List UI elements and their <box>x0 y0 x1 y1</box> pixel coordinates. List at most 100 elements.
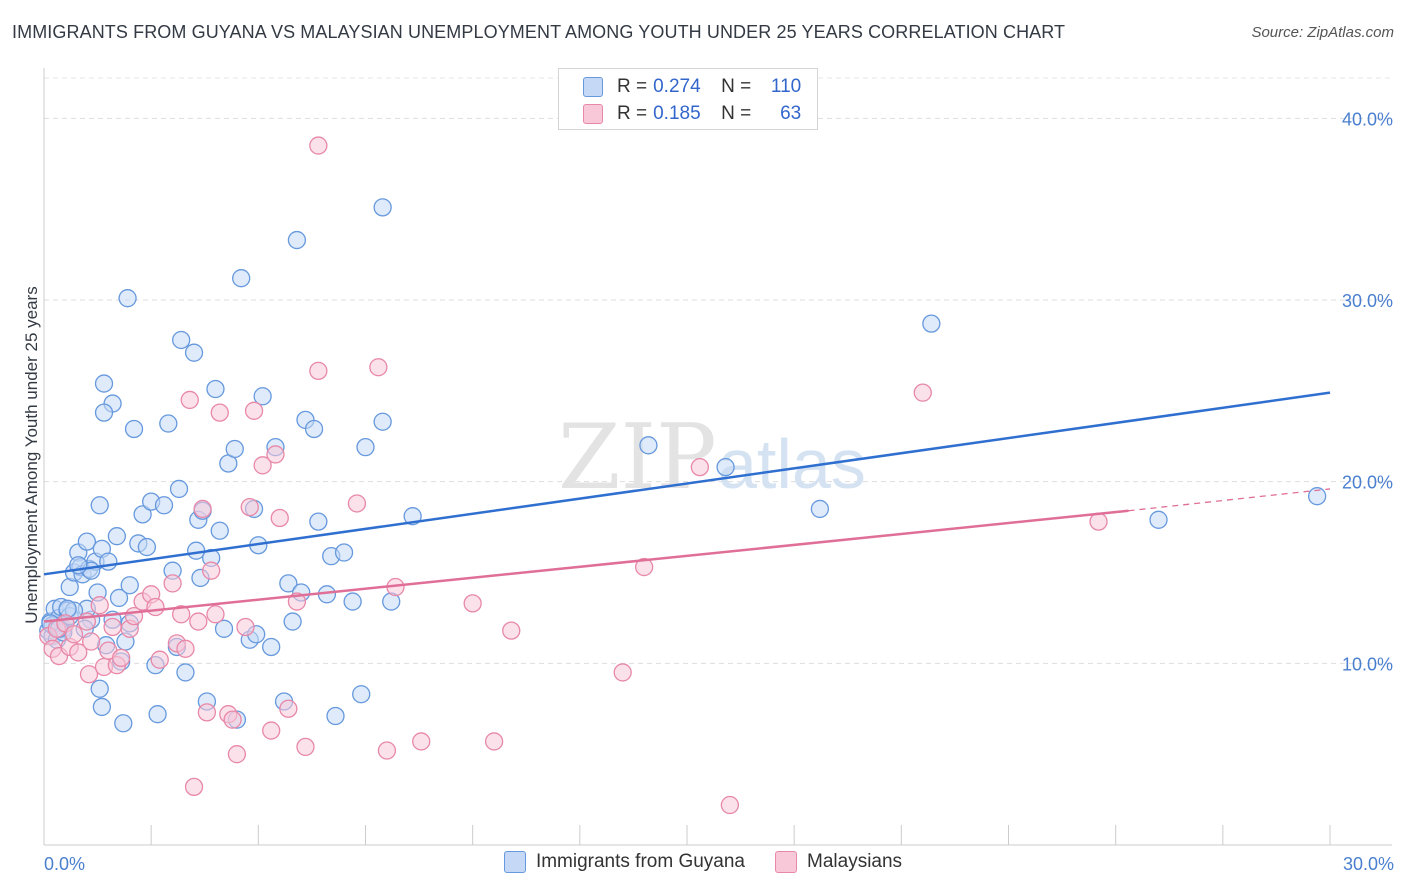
guyana-point <box>184 343 204 362</box>
y-tick-label: 30.0% <box>1342 291 1393 311</box>
malaysians-point <box>184 777 204 797</box>
guyana-point <box>90 496 109 515</box>
guyana-point <box>352 685 371 704</box>
malaysians-point <box>206 605 225 624</box>
x-tick-label: 0.0% <box>44 854 85 874</box>
malaysians-point <box>502 621 521 640</box>
malaysians-point <box>347 494 367 513</box>
malaysians-point <box>69 643 88 662</box>
guyana-swatch <box>503 851 526 873</box>
axes <box>43 68 1392 846</box>
watermark-atlas: atlas <box>718 425 866 503</box>
chart-title: IMMIGRANTS FROM GUYANA VS MALAYSIAN UNEM… <box>12 22 1066 42</box>
guyana-point <box>279 574 298 593</box>
malaysians-point <box>913 383 932 402</box>
malaysians-point <box>82 632 101 651</box>
malaysians-point <box>369 358 388 377</box>
malaysians-point <box>210 403 229 422</box>
malaysians-point <box>172 605 191 624</box>
malaysians-point <box>64 625 84 644</box>
malaysians-swatch <box>583 104 603 124</box>
guyana-point <box>309 512 328 531</box>
guyana-point <box>716 457 735 477</box>
guyana-point <box>232 269 251 288</box>
malaysians-point <box>253 456 272 475</box>
guyana-point <box>107 527 127 546</box>
guyana-point <box>210 521 229 540</box>
r-value: 0.274 <box>653 76 701 97</box>
malaysians-trend-extension <box>1128 488 1331 512</box>
malaysians-point <box>79 665 99 684</box>
tick-labels: 10.0% 20.0% 30.0% 40.0% 0.0% 30.0% <box>44 109 1394 874</box>
trend-lines <box>43 391 1331 623</box>
guyana-point <box>176 663 195 682</box>
malaysians-point <box>189 612 208 631</box>
n-value: 63 <box>780 103 802 124</box>
malaysians-point <box>377 741 397 760</box>
guyana-point <box>639 436 658 455</box>
guyana-point <box>326 706 345 726</box>
n-label: N = <box>721 76 752 97</box>
watermark: ZIP atlas <box>558 405 866 510</box>
malaysians-point <box>1089 512 1108 531</box>
y-tick-label: 20.0% <box>1342 473 1393 493</box>
malaysians-point <box>176 639 195 658</box>
malaysians-point <box>262 721 281 740</box>
malaysians-point <box>223 710 242 729</box>
malaysians-point <box>720 795 740 815</box>
malaysians-point <box>112 648 131 668</box>
guyana-point <box>92 697 112 717</box>
guyana-point <box>120 576 139 595</box>
stats-row-malaysians: R = 0.185 N = 63 <box>583 102 801 126</box>
malaysians-point <box>266 445 285 464</box>
malaysians-point <box>613 663 632 682</box>
legend-item-malaysians[interactable]: Malaysians <box>775 851 902 873</box>
guyana-point <box>1149 510 1168 529</box>
malaysians-point <box>163 574 182 593</box>
malaysians-point <box>463 594 482 613</box>
source-label: Source: ZipAtlas.com <box>1251 24 1394 41</box>
r-value: 0.185 <box>653 103 701 124</box>
malaysians-point <box>484 732 504 751</box>
malaysians-point <box>180 390 199 410</box>
guyana-point <box>343 592 362 611</box>
malaysians-point <box>193 499 212 519</box>
guyana-point <box>137 537 157 557</box>
malaysians-point <box>146 597 165 617</box>
guyana-point <box>169 479 189 499</box>
guyana-point <box>124 419 144 439</box>
malaysians-point <box>236 617 255 637</box>
guyana-point <box>304 419 324 439</box>
malaysians-point <box>279 699 298 718</box>
guyana-point <box>1307 487 1327 506</box>
guyana-point <box>214 619 234 638</box>
guyana-point <box>253 387 272 406</box>
guyana-point <box>206 379 225 399</box>
malaysians-point <box>690 457 710 477</box>
guyana-point <box>373 198 392 217</box>
malaysians-point <box>150 650 169 669</box>
guyana-point <box>159 414 178 433</box>
legend-label: Malaysians <box>807 851 903 872</box>
guyana-point <box>99 552 118 571</box>
guyana-point <box>154 496 174 515</box>
guyana-swatch <box>583 77 603 97</box>
malaysians-point <box>227 745 247 764</box>
malaysians-trend-line <box>43 509 1129 623</box>
legend: Immigrants from Guyana Malaysians <box>0 851 1406 873</box>
legend-item-guyana[interactable]: Immigrants from Guyana <box>503 851 745 873</box>
guyana-point <box>148 705 167 724</box>
malaysians-point <box>103 617 122 637</box>
data-points <box>39 136 1327 815</box>
guyana-point <box>810 499 830 519</box>
guyana-point <box>283 612 302 631</box>
r-label: R = <box>617 76 648 97</box>
guyana-trend-line <box>43 391 1331 576</box>
malaysians-point <box>202 561 221 580</box>
grid <box>44 77 1392 664</box>
guyana-point <box>94 374 114 393</box>
n-value: 110 <box>770 76 802 97</box>
malaysians-point <box>197 703 217 722</box>
malaysians-point <box>244 401 264 420</box>
